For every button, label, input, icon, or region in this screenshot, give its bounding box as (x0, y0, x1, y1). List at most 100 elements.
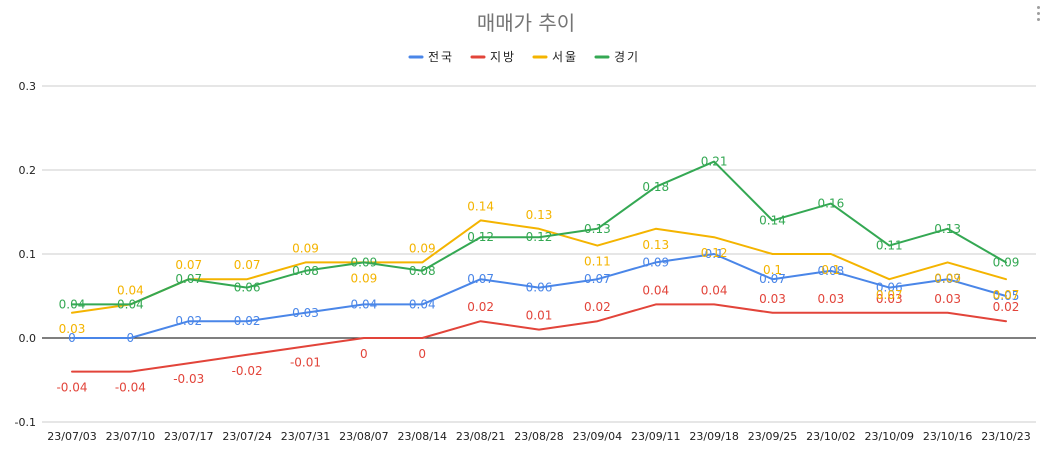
gridlines (42, 85, 1036, 423)
x-tick-label: 23/07/10 (106, 430, 155, 443)
data-label: 0.05 (993, 289, 1020, 303)
y-tick-label: 0.3 (19, 80, 37, 93)
data-label: 0.07 (876, 288, 903, 302)
data-label: 0 (68, 331, 76, 345)
data-label: 0.16 (818, 197, 845, 211)
data-label: 0.06 (876, 281, 903, 295)
data-label: 0.1 (821, 263, 840, 277)
y-tick-label: 0.1 (19, 248, 37, 261)
y-tick-label: 0.2 (19, 164, 37, 177)
data-label: 0.09 (642, 255, 669, 269)
data-label: 0.03 (292, 306, 319, 320)
x-tick-label: 23/10/23 (981, 430, 1030, 443)
data-label: 0.03 (818, 292, 845, 306)
data-label: 0.04 (117, 283, 144, 297)
data-label: 0.08 (292, 264, 319, 278)
data-label: -0.02 (232, 364, 263, 378)
x-tick-label: 23/07/03 (47, 430, 96, 443)
legend-entry: 전국 (428, 50, 454, 64)
data-label: 0.04 (59, 297, 86, 311)
data-label: 0.07 (175, 258, 202, 272)
data-label: 0.04 (117, 297, 144, 311)
data-label: 0.12 (701, 246, 728, 260)
data-label: 0.09 (351, 255, 378, 269)
data-label: 0.04 (701, 283, 728, 297)
data-label: 0.03 (876, 292, 903, 306)
data-label: 0.02 (993, 300, 1020, 314)
data-label: 0.09 (351, 271, 378, 285)
legend-entry: 경기 (614, 50, 640, 64)
data-label: 0.08 (409, 264, 436, 278)
data-label: 0.12 (467, 230, 494, 244)
x-tick-label: 23/10/02 (806, 430, 855, 443)
data-label: 0.18 (642, 180, 669, 194)
x-tick-label: 23/07/31 (281, 430, 330, 443)
data-label: 0.12 (526, 230, 553, 244)
data-label: 0.13 (934, 222, 961, 236)
data-labels: 0-0.040.030.040-0.040.040.040.02-0.030.0… (56, 155, 1019, 395)
data-label: 0.07 (934, 272, 961, 286)
data-label: 0.09 (934, 271, 961, 285)
x-tick-label: 23/07/24 (222, 430, 271, 443)
data-label: 0.07 (993, 288, 1020, 302)
data-label: 0.07 (467, 272, 494, 286)
data-label: 0.07 (234, 258, 261, 272)
data-label: -0.01 (290, 355, 321, 369)
x-tick-label: 23/09/25 (748, 430, 797, 443)
y-tick-label: 0.0 (19, 332, 37, 345)
series-line-전국 (71, 253, 1007, 339)
more-options-icon[interactable] (1037, 6, 1041, 22)
data-label: 0.1 (705, 247, 724, 261)
series-line-지방 (71, 303, 1007, 373)
x-axis: 23/07/03 23/07/10 23/07/17 23/07/24 23/07/31… (47, 430, 1030, 443)
x-tick-label: 23/09/11 (631, 430, 680, 443)
data-label: 0.02 (234, 314, 261, 328)
x-tick-label: 23/09/18 (689, 430, 738, 443)
data-label: 0.04 (642, 283, 669, 297)
data-label: 0.07 (175, 272, 202, 286)
data-label: 0.06 (526, 281, 553, 295)
y-axis: -0.1 0.0 0.1 0.2 0.3 (15, 80, 36, 429)
data-label: 0.13 (584, 222, 611, 236)
data-label: 0.09 (993, 255, 1020, 269)
x-tick-label: 23/08/07 (339, 430, 388, 443)
data-label: 0.08 (818, 264, 845, 278)
series-group (71, 160, 1007, 373)
data-label: 0.04 (409, 297, 436, 311)
legend-entry: 서울 (552, 50, 578, 64)
x-tick-label: 23/10/16 (923, 430, 972, 443)
data-label: 0.02 (584, 300, 611, 314)
data-label: 0 (127, 331, 135, 345)
data-label: -0.03 (173, 372, 204, 386)
chart-title: 매매가 추이 (477, 11, 575, 35)
data-label: 0.13 (526, 208, 553, 222)
y-tick-label: -0.1 (15, 416, 36, 429)
series-line-서울 (71, 219, 1007, 314)
x-tick-label: 23/08/21 (456, 430, 505, 443)
x-tick-label: 23/09/04 (573, 430, 622, 443)
data-label: 0.02 (175, 314, 202, 328)
series-line-경기 (71, 160, 1007, 306)
data-label: 0.21 (701, 155, 728, 169)
data-label: 0.03 (759, 292, 786, 306)
data-label: 0.13 (642, 238, 669, 252)
data-label: 0.04 (351, 297, 378, 311)
x-tick-label: 23/10/09 (865, 430, 914, 443)
data-label: -0.04 (115, 381, 146, 395)
legend: 전국 지방 서울 경기 (408, 50, 640, 64)
data-label: -0.04 (56, 381, 87, 395)
data-label: 0.09 (409, 241, 436, 255)
data-label: 0.14 (467, 199, 494, 213)
data-label: 0.03 (59, 322, 86, 336)
data-label: 0.01 (526, 309, 553, 323)
x-tick-label: 23/08/28 (514, 430, 563, 443)
data-label: 0 (360, 347, 368, 361)
legend-entry: 지방 (490, 50, 516, 64)
data-label: 0.1 (763, 263, 782, 277)
x-tick-label: 23/08/14 (398, 430, 447, 443)
data-label: 0.09 (292, 241, 319, 255)
data-label: 0.11 (584, 255, 611, 269)
data-label: 0.07 (584, 272, 611, 286)
data-label: 0.02 (467, 300, 494, 314)
